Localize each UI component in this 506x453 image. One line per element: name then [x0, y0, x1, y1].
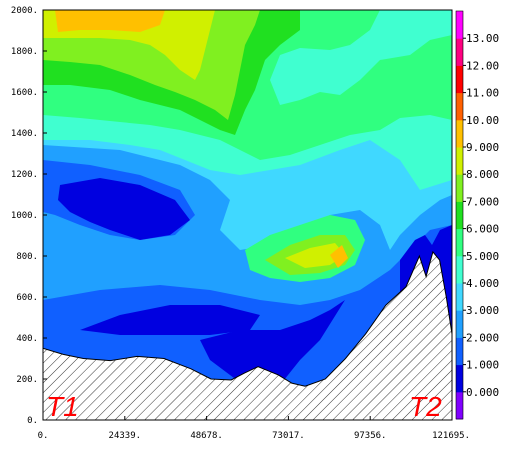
colorbar-swatch	[456, 119, 463, 148]
contour-band-8-9-lens	[285, 243, 345, 268]
colorbar-swatch	[456, 228, 463, 257]
terrain-profile	[42, 250, 453, 421]
colorbar-tick-label: 10.00	[466, 114, 499, 127]
colorbar-tick-label: 7.000	[466, 195, 499, 208]
colorbar-swatch	[456, 337, 463, 366]
colorbar-frame	[455, 10, 464, 420]
colorbar-tick-label: 2.000	[466, 331, 499, 344]
colorbar-tick-label: 3.000	[466, 304, 499, 317]
y-tick-label: 1400.	[11, 129, 38, 139]
contour-band-9-10	[55, 10, 165, 32]
colorbar-swatch	[456, 391, 463, 420]
colorbar-tick-label: 13.00	[466, 32, 499, 45]
y-tick-label: 1800.	[11, 47, 38, 57]
colorbar-tick-label: 11.00	[466, 87, 499, 100]
colorbar-swatch	[456, 255, 463, 284]
y-tick-label: 0.	[27, 416, 38, 426]
colorbar-tick-label: 5.000	[466, 250, 499, 263]
colorbar-tick-label: 4.000	[466, 277, 499, 290]
colorbar-swatch	[456, 38, 463, 66]
colorbar-swatch	[456, 147, 463, 175]
y-tick-label: 2000.	[11, 6, 38, 16]
x-tick-label: 24339.	[109, 431, 142, 441]
colorbar-tick-label: 12.00	[466, 59, 499, 72]
colorbar-tick-label: 6.000	[466, 223, 499, 236]
y-tick-label: 1200.	[11, 170, 38, 180]
y-axis-ticks: 0. 200. 400. 600. 800. 1000. 1200. 1400. 1600. 18…	[11, 6, 47, 426]
colorbar-tick-label: 9.000	[466, 141, 499, 154]
colorbar-swatch	[456, 11, 463, 39]
contour-band-0-1-valley	[200, 300, 345, 390]
colorbar-swatch	[456, 283, 463, 311]
y-tick-label: 1600.	[11, 88, 38, 98]
contour-band-0-1-lower	[80, 305, 260, 335]
colorbar-swatch	[456, 65, 463, 94]
colorbar-swatch	[456, 174, 463, 202]
y-tick-label: 400.	[16, 334, 38, 344]
colorbar-swatch	[456, 364, 463, 393]
end-label-t1: T1	[46, 391, 79, 422]
colorbar-tick-label: 8.000	[466, 168, 499, 181]
colorbar-swatch	[456, 92, 463, 121]
colorbar-tick-label: 0.000	[466, 386, 499, 399]
y-tick-label: 600.	[16, 293, 38, 303]
x-tick-label: 48678.	[190, 431, 223, 441]
x-tick-label: 121695.	[432, 431, 470, 441]
colorbar	[455, 10, 464, 420]
x-tick-label: 0.	[38, 431, 49, 441]
y-tick-label: 800.	[16, 252, 38, 262]
end-label-t2: T2	[409, 391, 442, 422]
colorbar-swatch	[456, 310, 463, 338]
colorbar-swatch	[456, 201, 463, 230]
x-tick-label: 73017.	[272, 431, 305, 441]
contour-band-0-1-upper	[58, 178, 190, 240]
colorbar-ticks: 0.000 1.000 2.000 3.000 4.000 5.000 6.000 7.000…	[463, 32, 499, 399]
y-tick-label: 200.	[16, 375, 38, 385]
x-axis-ticks: 0. 24339. 48678. 73017. 97356. 121695.	[38, 416, 470, 441]
y-tick-label: 1000.	[11, 211, 38, 221]
x-tick-label: 97356.	[354, 431, 387, 441]
contour-band-9-10-lens	[330, 245, 348, 268]
colorbar-tick-label: 1.000	[466, 359, 499, 372]
